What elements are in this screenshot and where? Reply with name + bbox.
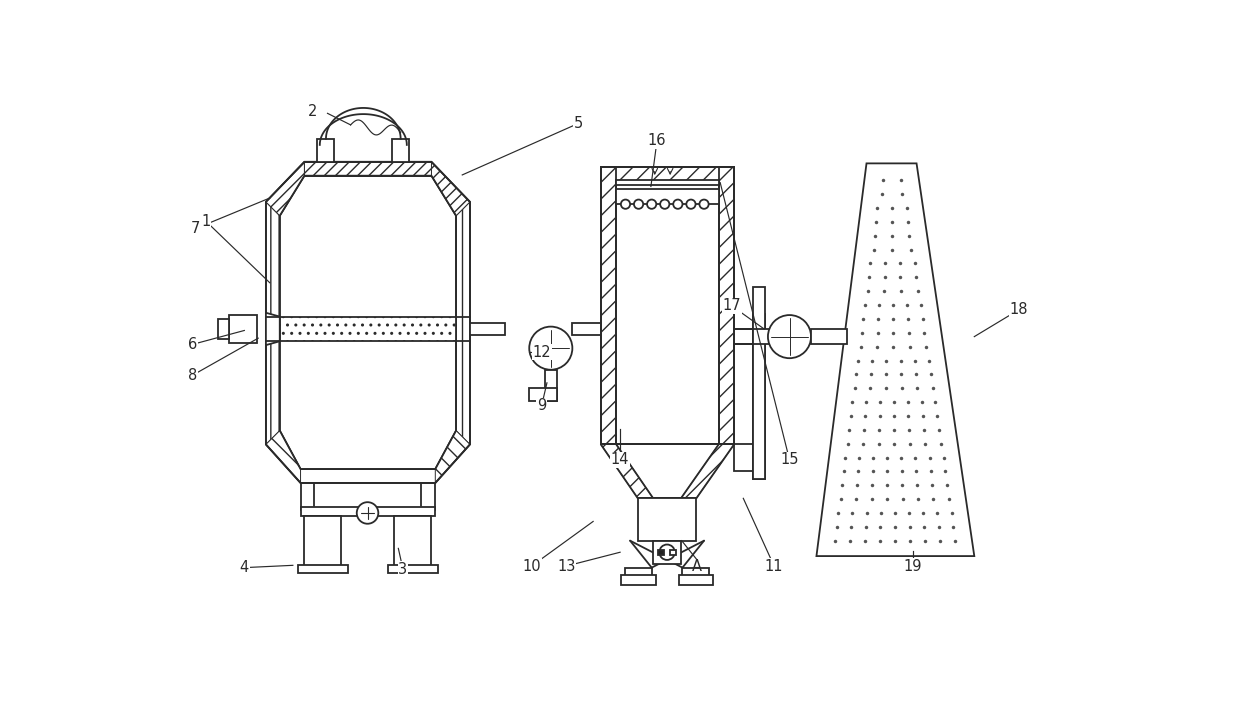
Text: 4: 4 [239, 560, 249, 575]
Bar [280, 317, 456, 341]
Circle shape [621, 199, 630, 209]
Circle shape [660, 544, 675, 560]
Text: 19: 19 [904, 559, 923, 573]
Bar [811, 329, 847, 344]
Circle shape [529, 327, 573, 370]
Text: 6: 6 [188, 337, 197, 352]
Bar [682, 568, 709, 577]
Circle shape [673, 199, 682, 209]
Polygon shape [265, 162, 304, 216]
Circle shape [634, 199, 644, 209]
Text: A: A [692, 559, 702, 573]
Bar [653, 541, 681, 563]
Bar [218, 319, 229, 339]
Bar [388, 566, 438, 573]
Text: 3: 3 [398, 561, 408, 577]
Polygon shape [280, 176, 456, 469]
Bar [625, 568, 652, 577]
Bar [616, 189, 719, 204]
Bar [754, 313, 765, 479]
Bar [601, 168, 734, 182]
Bar [392, 139, 409, 162]
Bar [394, 516, 432, 568]
Text: 11: 11 [765, 559, 784, 573]
Bar [616, 182, 719, 445]
Text: 13: 13 [557, 559, 575, 573]
Bar [299, 566, 347, 573]
Bar [678, 575, 713, 585]
Bar [529, 388, 557, 401]
Circle shape [357, 502, 378, 524]
Bar [573, 323, 601, 335]
Polygon shape [304, 162, 432, 176]
Bar [601, 168, 734, 445]
Text: 16: 16 [647, 133, 666, 148]
Bar [616, 180, 719, 185]
Bar [754, 329, 796, 344]
Circle shape [699, 199, 708, 209]
Bar [719, 168, 734, 445]
Bar [754, 286, 765, 479]
Bar [670, 550, 676, 554]
Text: 10: 10 [522, 559, 541, 573]
Polygon shape [265, 312, 280, 345]
Text: 15: 15 [780, 452, 799, 467]
Circle shape [686, 199, 696, 209]
Polygon shape [681, 445, 734, 498]
Bar [304, 516, 341, 568]
Bar [621, 575, 656, 585]
Bar [601, 168, 616, 445]
Polygon shape [435, 431, 470, 483]
Polygon shape [265, 202, 280, 445]
Text: 17: 17 [723, 298, 742, 313]
Polygon shape [265, 431, 300, 483]
Bar [470, 323, 505, 335]
Circle shape [768, 315, 811, 358]
Text: 2: 2 [308, 105, 316, 119]
Bar [300, 483, 435, 510]
Polygon shape [816, 163, 975, 556]
Text: 8: 8 [188, 368, 197, 382]
Bar [658, 550, 663, 554]
Circle shape [647, 199, 656, 209]
Bar [300, 507, 435, 516]
Polygon shape [456, 202, 470, 445]
Text: 14: 14 [611, 452, 630, 467]
Bar [637, 498, 697, 541]
Bar [734, 445, 754, 472]
Text: 7: 7 [191, 221, 200, 236]
Bar [317, 139, 335, 162]
Circle shape [660, 199, 670, 209]
Polygon shape [601, 445, 653, 498]
Text: 1: 1 [201, 214, 211, 228]
Bar [229, 315, 257, 343]
Text: 12: 12 [532, 344, 551, 360]
Text: 18: 18 [1009, 302, 1028, 317]
Text: 5: 5 [574, 116, 583, 131]
Bar [544, 370, 557, 401]
Text: 9: 9 [537, 399, 546, 414]
Polygon shape [432, 162, 470, 216]
